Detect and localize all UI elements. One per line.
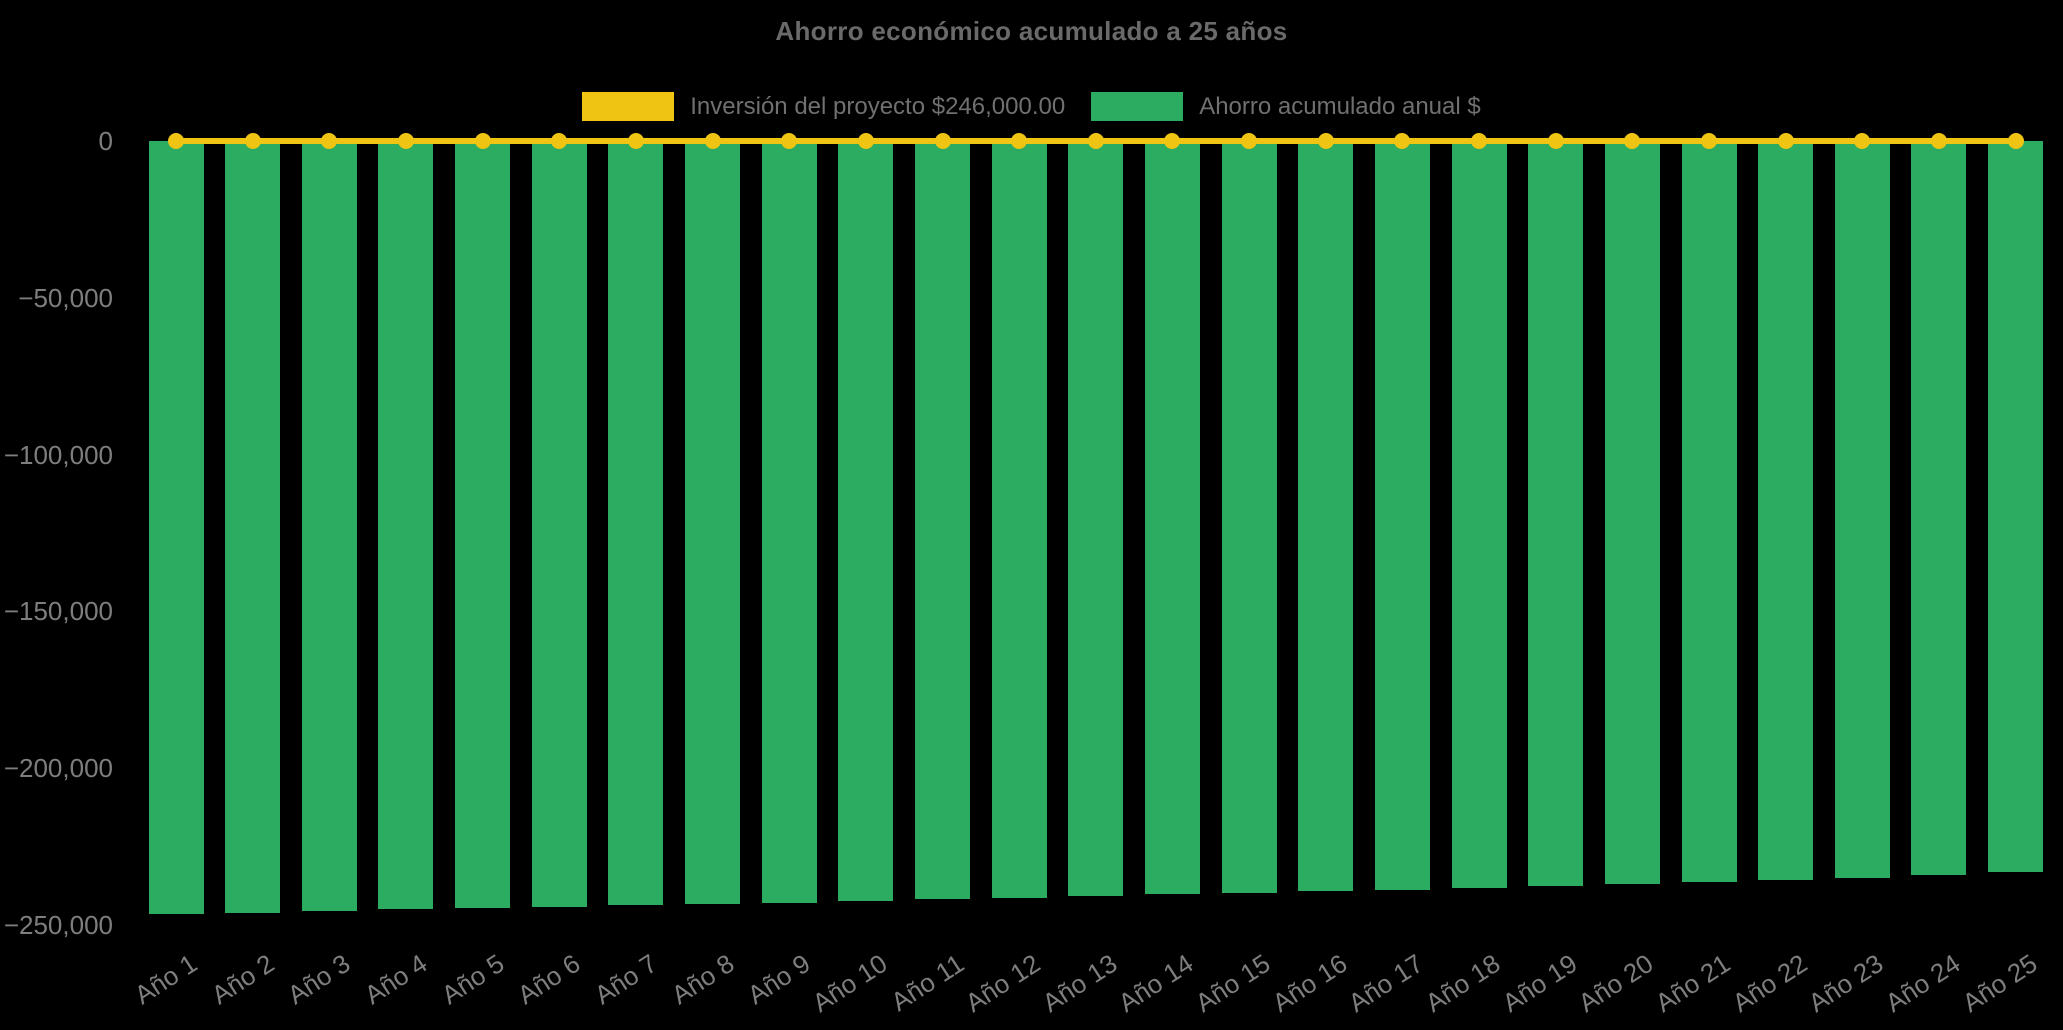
savings-bar [991,141,1047,898]
investment-line-marker [1164,133,1181,149]
legend-item-investment: Inversión del proyecto $246,000.00 [582,92,1065,121]
savings-bar [148,141,204,914]
savings-bar [1374,141,1430,890]
savings-bar [1221,141,1277,893]
savings-bar [455,141,511,909]
savings-bar [1144,141,1200,895]
savings-bar [1528,141,1584,887]
y-tick-label: −150,000 [3,596,113,627]
y-tick-label: −50,000 [18,282,113,313]
savings-bar [531,141,587,907]
investment-line-marker [1777,133,1794,149]
savings-bar [838,141,894,901]
investment-line-marker [704,133,721,149]
investment-line-marker [1547,133,1564,149]
investment-line-marker [551,133,568,149]
investment-line-marker [1011,133,1028,149]
investment-line-marker [321,133,338,149]
savings-bar [378,141,434,910]
savings-bar [1911,141,1967,876]
investment-line-marker [474,133,491,149]
investment-line-marker [934,133,951,149]
savings-bar [225,141,281,914]
savings-bar [761,141,817,903]
savings-bar [685,141,741,904]
legend: Inversión del proyecto $246,000.00 Ahorr… [0,92,2063,121]
investment-legend-swatch [582,92,675,121]
investment-legend-label: Inversión del proyecto $246,000.00 [690,92,1066,120]
investment-line-marker [1930,133,1947,149]
y-tick-label: −200,000 [3,753,113,784]
savings-bar [1451,141,1507,888]
investment-line-marker [1471,133,1488,149]
y-tick-label: −250,000 [3,910,113,940]
investment-line-marker [244,133,261,149]
savings-bar [608,141,664,906]
savings-bar [1604,141,1660,884]
investment-line-marker [2007,133,2024,149]
savings-bar [1681,141,1737,883]
investment-line-marker [1087,133,1104,149]
investment-line-marker [1701,133,1717,149]
investment-line-marker [1624,133,1641,149]
investment-line-marker [1394,133,1411,149]
investment-line-marker [857,133,874,149]
investment-line-marker [1317,133,1334,149]
savings-bar [1298,141,1354,892]
savings-bar [1834,141,1890,878]
chart-title: Ahorro económico acumulado a 25 años [775,16,1288,46]
investment-line-marker [1854,133,1871,149]
investment-line-marker [1241,133,1258,149]
investment-line-marker [781,133,798,149]
savings-legend-swatch [1091,92,1184,121]
savings-bar [1758,141,1814,881]
y-tick-label: 0 [98,126,113,156]
y-tick-label: −100,000 [3,439,113,470]
savings-bar [1068,141,1124,897]
investment-line-marker [627,133,644,149]
savings-bar [301,141,357,911]
savings-bar [915,141,970,900]
savings-bar [1988,141,2044,872]
savings-legend-label: Ahorro acumulado anual $ [1199,92,1481,120]
legend-item-savings: Ahorro acumulado anual $ [1091,92,1481,121]
investment-line-marker [168,133,184,149]
investment-line-marker [397,133,414,149]
